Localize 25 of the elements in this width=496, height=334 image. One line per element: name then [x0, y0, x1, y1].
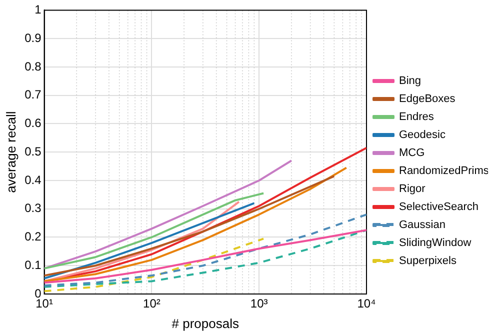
y-tick-label: 0.2: [24, 230, 42, 244]
legend-label: Rigor: [399, 183, 426, 196]
x-axis-title: # proposals: [172, 316, 240, 331]
y-tick-label: 0.3: [24, 201, 42, 216]
legend-label: SlidingWindow: [399, 237, 472, 250]
legend-label: MCG: [399, 147, 425, 160]
legend-label: Gaussian: [399, 219, 446, 232]
x-tick-label: 10³: [250, 296, 268, 311]
y-tick-label: 1: [34, 2, 42, 17]
y-tick-label: 0.7: [24, 88, 42, 102]
legend-label: Endres: [399, 111, 434, 124]
y-tick-label: 0.1: [24, 258, 42, 272]
y-tick-label: 0.8: [24, 59, 42, 74]
x-tick-label: 10⁴: [357, 296, 376, 311]
y-tick-label: 0.9: [24, 30, 42, 45]
legend-label: Superpixels: [399, 255, 457, 268]
y-tick-label: 0.4: [24, 172, 42, 187]
legend-label: Bing: [399, 75, 422, 88]
legend-label: SelectiveSearch: [399, 201, 478, 214]
y-tick-label: 0.6: [24, 116, 42, 130]
legend-label: EdgeBoxes: [399, 93, 456, 106]
x-tick-label: 10²: [143, 296, 160, 311]
y-tick-label: 0.5: [24, 144, 42, 158]
y-axis-title: average recall: [3, 111, 18, 193]
legend-label: Geodesic: [399, 129, 446, 142]
